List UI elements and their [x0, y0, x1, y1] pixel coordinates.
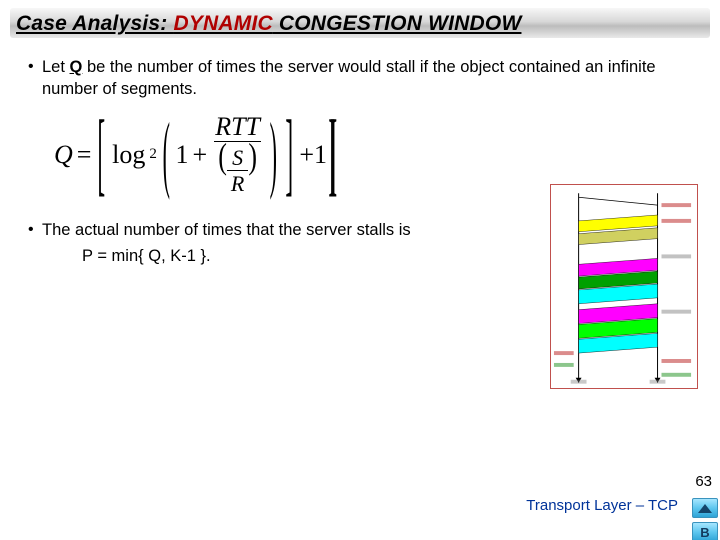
bullet-dot: • — [28, 219, 42, 241]
title-bar: Case Analysis: DYNAMIC CONGESTION WINDOW — [10, 8, 710, 38]
frac-den: ( S R ) — [214, 141, 261, 195]
one: 1 — [176, 140, 189, 170]
b1-q: Q — [70, 58, 83, 76]
nav-up-button[interactable] — [692, 498, 718, 518]
log-base: 2 — [149, 146, 157, 163]
bullet-dot: • — [28, 56, 42, 78]
slide: Case Analysis: DYNAMIC CONGESTION WINDOW… — [0, 8, 720, 540]
frac-s: S — [228, 147, 247, 170]
frac-outer: RTT ( S R ) — [211, 114, 264, 195]
log-word: log — [112, 140, 145, 170]
frac-inner: S R — [227, 147, 248, 195]
chevron-up-icon — [698, 504, 712, 513]
sym-q: Q — [54, 140, 73, 170]
formula-q: Q = [ log2 ( 1 + RTT ( S R ) ) ] — [54, 114, 700, 195]
footer-text: Transport Layer – TCP — [526, 497, 678, 514]
diagram-thumbnail — [550, 184, 698, 389]
b1-post: be the number of times the server would … — [42, 58, 656, 98]
title-post: CONGESTION WINDOW — [273, 12, 522, 35]
nav-b-button[interactable]: B — [692, 522, 718, 540]
formula-block: Q = [ log2 ( 1 + RTT ( S R ) ) ] — [54, 114, 700, 195]
plus: + — [193, 140, 208, 170]
title-pre: Case Analysis: — [16, 12, 173, 35]
page-number: 63 — [695, 473, 712, 490]
thumbnail-svg — [551, 185, 697, 388]
bullet-1-text: Let Q be the number of times the server … — [42, 56, 700, 100]
slide-title: Case Analysis: DYNAMIC CONGESTION WINDOW — [16, 12, 521, 35]
sym-eq: = — [77, 140, 92, 170]
plus-one: +1 — [299, 140, 327, 170]
slide-body: • Let Q be the number of times the serve… — [28, 56, 700, 267]
bullet-1: • Let Q be the number of times the serve… — [28, 56, 700, 100]
b2-line1: The actual number of times that the serv… — [42, 221, 411, 239]
nav-b-label: B — [700, 525, 709, 540]
title-keyword: DYNAMIC — [173, 12, 272, 35]
frac-r: R — [227, 170, 248, 195]
b1-pre: Let — [42, 58, 70, 76]
bullet-2-text: The actual number of times that the serv… — [42, 219, 411, 267]
b2-eq: P = min{ Q, K-1 }. — [42, 245, 411, 267]
